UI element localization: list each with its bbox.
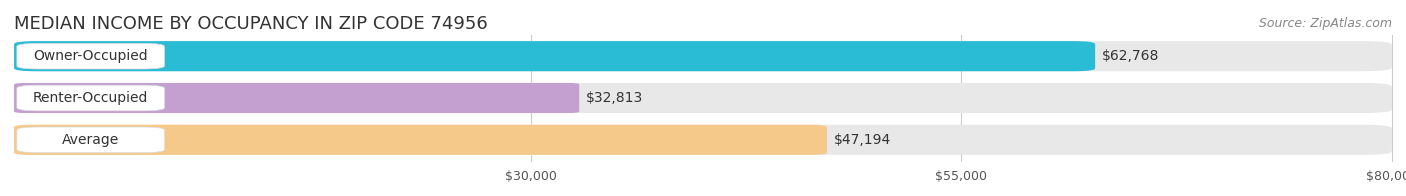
Text: Source: ZipAtlas.com: Source: ZipAtlas.com bbox=[1258, 17, 1392, 30]
Text: Owner-Occupied: Owner-Occupied bbox=[34, 49, 148, 63]
Text: MEDIAN INCOME BY OCCUPANCY IN ZIP CODE 74956: MEDIAN INCOME BY OCCUPANCY IN ZIP CODE 7… bbox=[14, 15, 488, 33]
FancyBboxPatch shape bbox=[17, 127, 165, 153]
Text: $32,813: $32,813 bbox=[586, 91, 644, 105]
FancyBboxPatch shape bbox=[14, 125, 1392, 155]
FancyBboxPatch shape bbox=[17, 43, 165, 69]
Text: $47,194: $47,194 bbox=[834, 133, 891, 147]
Text: $30,000: $30,000 bbox=[505, 170, 557, 183]
Text: Average: Average bbox=[62, 133, 120, 147]
Text: Renter-Occupied: Renter-Occupied bbox=[32, 91, 149, 105]
FancyBboxPatch shape bbox=[14, 83, 1392, 113]
FancyBboxPatch shape bbox=[14, 83, 579, 113]
FancyBboxPatch shape bbox=[14, 41, 1392, 71]
FancyBboxPatch shape bbox=[14, 125, 827, 155]
Text: $62,768: $62,768 bbox=[1102, 49, 1160, 63]
FancyBboxPatch shape bbox=[14, 41, 1095, 71]
Text: $55,000: $55,000 bbox=[935, 170, 987, 183]
Text: $80,000: $80,000 bbox=[1367, 170, 1406, 183]
FancyBboxPatch shape bbox=[17, 85, 165, 111]
